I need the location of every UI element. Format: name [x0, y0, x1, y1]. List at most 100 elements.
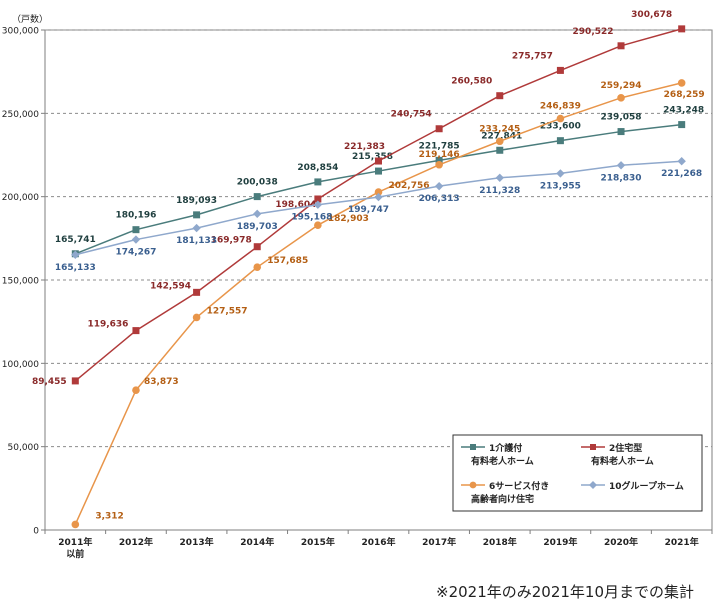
- data-point: [253, 263, 262, 271]
- data-label: 182,903: [328, 214, 369, 224]
- data-point: [131, 235, 141, 244]
- data-point: [253, 243, 261, 251]
- data-label: 165,133: [55, 263, 96, 273]
- data-label: 198,604: [275, 200, 316, 210]
- data-label: 218,830: [601, 173, 642, 183]
- data-point: [495, 173, 504, 182]
- footnote: ※2021年のみ2021年10月までの集計: [436, 583, 695, 601]
- data-label: 200,038: [237, 178, 278, 188]
- y-tick-label: 0: [33, 527, 39, 537]
- data-label: 181,133: [176, 236, 217, 246]
- data-label: 206,313: [419, 194, 460, 204]
- data-label: 221,785: [419, 141, 460, 151]
- data-point: [192, 313, 201, 322]
- data-label: 227,841: [481, 131, 522, 141]
- y-tick-label: 100,000: [2, 360, 39, 370]
- data-label: 239,058: [601, 113, 642, 123]
- data-label: 142,594: [150, 281, 191, 291]
- data-point: [434, 181, 444, 191]
- data-point: [375, 157, 382, 165]
- data-label: 119,636: [87, 320, 128, 330]
- data-point: [71, 377, 79, 385]
- x-tick-label: 2019年: [543, 536, 577, 548]
- data-label: 213,955: [540, 181, 581, 191]
- legend-label: 10グループホーム: [609, 480, 684, 492]
- y-axis-unit-label: （戸数）: [12, 15, 49, 25]
- data-point: [253, 193, 261, 201]
- data-point: [556, 137, 564, 145]
- data-point: [375, 167, 382, 175]
- legend-label: 有料老人ホーム: [591, 455, 654, 467]
- data-label: 221,268: [661, 169, 702, 179]
- data-point: [677, 79, 686, 87]
- data-label: 300,678: [631, 10, 672, 20]
- data-label: 165,741: [55, 235, 96, 245]
- data-label: 243,248: [663, 106, 704, 116]
- data-point: [678, 121, 686, 129]
- data-point: [132, 386, 140, 395]
- data-point: [314, 221, 322, 229]
- data-point: [617, 94, 625, 102]
- data-label: 260,580: [451, 77, 492, 87]
- data-label: 199,747: [348, 205, 389, 215]
- data-label: 189,703: [237, 222, 278, 232]
- data-label: 189,093: [176, 196, 217, 206]
- x-tick-label: 2012年: [119, 536, 153, 548]
- data-point: [253, 209, 262, 219]
- data-point: [132, 226, 140, 234]
- data-label: 268,259: [664, 90, 705, 100]
- x-tick-label: 2018年: [483, 536, 517, 548]
- y-tick-label: 50,000: [8, 443, 40, 453]
- data-label: 233,245: [479, 124, 520, 134]
- legend-label: 1介護付: [489, 442, 522, 454]
- data-point: [314, 178, 322, 186]
- data-point: [617, 128, 625, 136]
- data-label: 290,522: [573, 27, 614, 37]
- data-label: 208,854: [297, 163, 338, 173]
- x-tick-label: 2021年: [665, 536, 699, 548]
- data-point: [374, 188, 383, 196]
- data-point: [677, 157, 686, 166]
- data-label: 89,455: [32, 377, 67, 387]
- data-point: [496, 146, 504, 154]
- data-point: [435, 156, 443, 164]
- data-point: [556, 169, 565, 178]
- data-label: 202,756: [389, 181, 430, 191]
- x-tick-label: 2015年: [301, 536, 335, 548]
- data-label: 275,757: [512, 51, 553, 61]
- data-label: 127,557: [207, 306, 248, 316]
- data-point: [71, 250, 80, 259]
- data-point: [617, 42, 625, 50]
- legend-marker: [589, 481, 597, 489]
- legend-box: [452, 434, 703, 512]
- legend-label: 有料老人ホーム: [471, 455, 534, 467]
- data-label: 233,600: [540, 122, 581, 132]
- legend-marker: [590, 444, 596, 450]
- x-tick-label: 2011年: [58, 536, 92, 548]
- y-tick-label: 150,000: [2, 277, 39, 287]
- data-label: 157,685: [267, 256, 308, 266]
- data-label: 221,383: [344, 142, 385, 152]
- data-point: [678, 25, 686, 33]
- data-point: [496, 92, 504, 100]
- data-label: 174,267: [115, 248, 156, 258]
- data-point: [314, 195, 322, 203]
- legend-label: 6サービス付き: [489, 480, 549, 492]
- data-label: 215,358: [352, 152, 393, 162]
- y-tick-label: 200,000: [2, 193, 39, 203]
- data-label: 180,196: [115, 211, 156, 221]
- data-label: 219,146: [419, 150, 460, 160]
- y-tick-label: 300,000: [2, 27, 39, 37]
- data-point: [556, 66, 564, 74]
- data-label: 240,754: [391, 110, 432, 120]
- legend-label: 高齢者向け住宅: [471, 493, 534, 505]
- legend-marker: [469, 481, 477, 489]
- data-label: 211,328: [479, 186, 520, 196]
- y-tick-label: 250,000: [2, 110, 39, 120]
- data-point: [616, 161, 626, 170]
- data-point: [193, 211, 201, 219]
- data-label: 3,312: [95, 511, 123, 521]
- data-point: [435, 160, 443, 169]
